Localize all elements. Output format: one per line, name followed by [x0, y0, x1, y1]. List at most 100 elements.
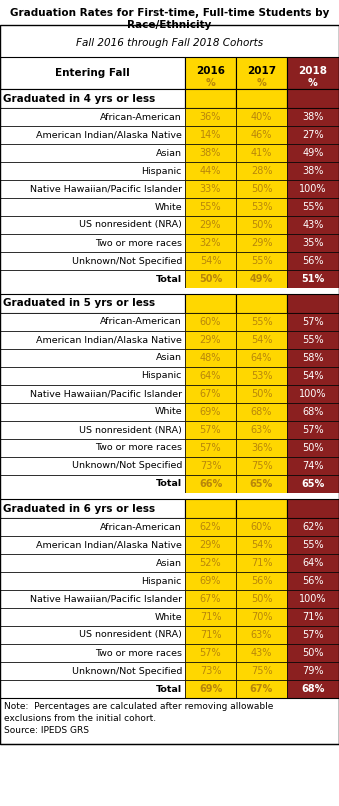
Text: 74%: 74%	[302, 461, 324, 471]
Bar	[185, 403, 236, 421]
Text: 68%: 68%	[302, 407, 324, 417]
Bar	[287, 662, 339, 680]
Text: 75%: 75%	[251, 666, 272, 676]
Text: Entering Fall: Entering Fall	[55, 68, 130, 78]
Text: 73%: 73%	[200, 461, 221, 471]
Text: 75%: 75%	[251, 461, 272, 471]
Text: 49%: 49%	[250, 274, 273, 284]
Text: 50%: 50%	[251, 389, 272, 399]
Bar	[287, 680, 339, 698]
Text: 69%: 69%	[199, 684, 222, 694]
Bar	[236, 403, 287, 421]
Bar	[185, 608, 236, 626]
Bar	[236, 216, 287, 234]
Bar	[185, 367, 236, 385]
Bar	[185, 331, 236, 349]
Text: Asian: Asian	[156, 354, 182, 363]
Text: 100%: 100%	[299, 594, 327, 604]
Text: 63%: 63%	[251, 630, 272, 640]
Text: 44%: 44%	[200, 166, 221, 176]
Bar	[185, 572, 236, 590]
Bar	[236, 644, 287, 662]
Text: US nonresident (NRA): US nonresident (NRA)	[79, 426, 182, 434]
Bar	[0, 294, 185, 313]
Text: 50%: 50%	[302, 648, 324, 658]
Text: 68%: 68%	[251, 407, 272, 417]
Text: %: %	[308, 78, 318, 88]
Bar	[236, 89, 287, 108]
Text: 100%: 100%	[299, 389, 327, 399]
Text: 29%: 29%	[200, 220, 221, 230]
Bar	[185, 162, 236, 180]
Bar	[236, 162, 287, 180]
Bar	[0, 626, 185, 644]
Text: Graduation Rates for First-time, Full-time Students by: Graduation Rates for First-time, Full-ti…	[10, 8, 329, 18]
Text: Two or more races: Two or more races	[95, 239, 182, 247]
Text: 67%: 67%	[250, 684, 273, 694]
Text: African-American: African-American	[100, 113, 182, 122]
Text: Unknown/Not Specified: Unknown/Not Specified	[72, 256, 182, 265]
Text: 41%: 41%	[251, 148, 272, 158]
Text: 2017: 2017	[247, 66, 276, 76]
Text: 55%: 55%	[251, 256, 272, 266]
Text: American Indian/Alaska Native: American Indian/Alaska Native	[36, 335, 182, 344]
Bar	[0, 698, 339, 806]
Bar	[287, 144, 339, 162]
Bar	[287, 367, 339, 385]
Bar	[0, 108, 185, 126]
Bar	[0, 57, 185, 89]
Text: 64%: 64%	[251, 353, 272, 363]
Text: 57%: 57%	[302, 425, 324, 435]
Text: 48%: 48%	[200, 353, 221, 363]
Bar	[287, 457, 339, 475]
Text: 40%: 40%	[251, 112, 272, 122]
Bar	[0, 198, 185, 216]
Text: 54%: 54%	[302, 371, 324, 381]
Text: 27%: 27%	[302, 130, 324, 140]
Text: 36%: 36%	[251, 443, 272, 453]
Bar	[287, 554, 339, 572]
Bar	[236, 331, 287, 349]
Bar	[236, 572, 287, 590]
Bar	[287, 234, 339, 252]
Text: 68%: 68%	[301, 684, 325, 694]
Bar	[0, 499, 185, 518]
Text: 33%: 33%	[200, 184, 221, 194]
Bar	[287, 313, 339, 331]
Text: 69%: 69%	[200, 576, 221, 586]
Bar	[0, 662, 185, 680]
Bar	[0, 421, 185, 439]
Bar	[287, 590, 339, 608]
Text: White: White	[154, 408, 182, 417]
Text: 56%: 56%	[302, 256, 324, 266]
Bar	[185, 108, 236, 126]
Bar	[236, 367, 287, 385]
Bar	[0, 25, 339, 744]
Text: 56%: 56%	[251, 576, 272, 586]
Bar	[185, 590, 236, 608]
Bar	[0, 475, 185, 493]
Bar	[287, 89, 339, 108]
Text: Native Hawaiian/Pacific Islander: Native Hawaiian/Pacific Islander	[30, 595, 182, 604]
Bar	[185, 57, 236, 89]
Text: 29%: 29%	[200, 540, 221, 550]
Bar	[185, 626, 236, 644]
Bar	[0, 216, 185, 234]
Text: African-American: African-American	[100, 522, 182, 531]
Bar	[236, 680, 287, 698]
Bar	[0, 313, 185, 331]
Text: 57%: 57%	[200, 443, 221, 453]
Text: 60%: 60%	[200, 317, 221, 327]
Text: Hispanic: Hispanic	[142, 167, 182, 176]
Text: 55%: 55%	[251, 317, 272, 327]
Bar	[236, 385, 287, 403]
Text: 43%: 43%	[302, 220, 324, 230]
Text: 67%: 67%	[200, 389, 221, 399]
Bar	[236, 475, 287, 493]
Bar	[287, 644, 339, 662]
Bar	[0, 385, 185, 403]
Bar	[236, 421, 287, 439]
Text: White: White	[154, 613, 182, 621]
Bar	[287, 108, 339, 126]
Bar	[287, 421, 339, 439]
